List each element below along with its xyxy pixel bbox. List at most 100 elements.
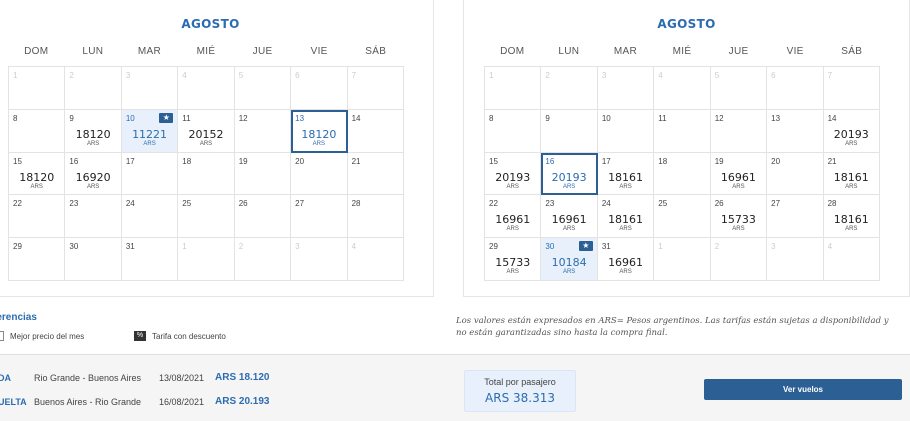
day-number: 8 xyxy=(13,113,18,123)
day-price: 20193 xyxy=(551,170,587,184)
calendar-day[interactable]: 29 xyxy=(9,238,66,281)
day-number: 21 xyxy=(827,156,837,166)
calendar-day[interactable]: 28 xyxy=(347,195,404,239)
leg-route: Rio Grande - Buenos Aires xyxy=(34,372,142,383)
calendar-day[interactable]: 15 18120 ARS xyxy=(9,152,66,196)
calendar-day[interactable]: 26 xyxy=(234,195,292,239)
day-number: 31 xyxy=(125,242,135,252)
calendar-day[interactable]: 14 xyxy=(347,109,404,153)
calendar-day-best-price[interactable]: 10 ★ 11221 ARS xyxy=(121,109,179,153)
calendar-day[interactable]: 21 18161 ARS xyxy=(823,152,880,196)
day-number: 13 xyxy=(295,113,305,123)
day-number: 15 xyxy=(489,156,498,166)
calendar-day[interactable]: 17 xyxy=(121,152,179,196)
calendar-day-best-price[interactable]: 30 ★ 10184 ARS xyxy=(541,238,598,281)
calendar-day[interactable]: 19 16961 ARS xyxy=(710,152,768,196)
day-number: 17 xyxy=(601,156,611,166)
day-currency: ARS xyxy=(312,140,326,147)
legend-best-price: Mejor precio del mes xyxy=(0,331,85,341)
calendar-day: 5 xyxy=(710,67,768,110)
legend-title: ferencias xyxy=(0,312,37,323)
weekday-label: LUN xyxy=(558,46,580,57)
legend-discount: % Tarifa con descuento xyxy=(134,331,226,341)
legend-best-label: Mejor precio del mes xyxy=(10,331,85,341)
calendar-day[interactable]: 11 20152 ARS xyxy=(178,109,235,153)
leg-amount: ARS 20.193 xyxy=(215,396,270,407)
day-number: 18 xyxy=(182,156,192,166)
leg-date: 13/08/2021 xyxy=(159,372,205,383)
calendar-day[interactable]: 8 xyxy=(485,109,542,153)
calendar-day[interactable]: 20 xyxy=(767,152,824,196)
calendar-day[interactable]: 27 xyxy=(291,195,348,239)
weekday-label: JUE xyxy=(252,46,273,57)
day-number: 12 xyxy=(714,113,724,123)
calendar-day: 3 xyxy=(291,238,348,281)
calendar-day[interactable]: 30 xyxy=(65,238,122,281)
calendar-day[interactable]: 18 xyxy=(654,152,711,196)
day-number: 2 xyxy=(714,242,720,252)
day-number: 1 xyxy=(658,242,663,252)
calendar-day[interactable]: 13 xyxy=(767,109,824,153)
day-number: 22 xyxy=(13,199,22,209)
calendar-day[interactable]: 31 xyxy=(121,238,179,281)
calendar-day: 7 xyxy=(347,67,404,110)
weekday-label: VIE xyxy=(310,46,328,57)
calendar-day[interactable]: 9 18120 ARS xyxy=(65,109,122,153)
day-number: 4 xyxy=(182,71,187,80)
calendar-day[interactable]: 11 xyxy=(654,109,711,153)
day-number: 3 xyxy=(601,71,607,80)
day-currency: ARS xyxy=(619,226,632,233)
day-currency: ARS xyxy=(845,226,858,233)
day-number: 25 xyxy=(182,199,192,209)
weekday-label: MAR xyxy=(137,46,161,57)
discount-tag-icon: % xyxy=(134,331,146,341)
calendar-day[interactable]: 9 xyxy=(541,109,598,153)
month-title: AGOSTO xyxy=(181,17,240,31)
day-number: 30 xyxy=(69,242,79,252)
calendar-day[interactable]: 21 xyxy=(347,152,404,196)
calendar-day[interactable]: 31 16961 ARS xyxy=(597,238,655,281)
calendar-day[interactable]: 14 20193 ARS xyxy=(823,109,880,153)
calendar-day[interactable]: 8 xyxy=(9,109,66,153)
day-number: 17 xyxy=(125,156,135,166)
calendar-day[interactable]: 12 xyxy=(234,109,292,153)
day-number: 28 xyxy=(351,199,361,209)
calendar-day[interactable]: 25 xyxy=(178,195,235,239)
calendar-day: 4 xyxy=(823,238,880,281)
calendar-day: 2 xyxy=(541,67,598,110)
calendar-day[interactable]: 18 xyxy=(178,152,235,196)
day-number: 30 xyxy=(545,242,555,252)
calendar-day[interactable]: 23 16961 ARS xyxy=(541,195,598,239)
day-number: 19 xyxy=(714,156,724,166)
calendar-day[interactable]: 17 18161 ARS xyxy=(597,152,655,196)
calendar-day[interactable]: 22 xyxy=(9,195,66,239)
calendar-day[interactable]: 26 15733 ARS xyxy=(710,195,768,239)
calendar-day[interactable]: 16 16920 ARS xyxy=(65,152,122,196)
day-number: 3 xyxy=(125,71,131,80)
calendar-day[interactable]: 24 18161 ARS xyxy=(597,195,655,239)
day-number: 5 xyxy=(238,71,244,80)
calendar-day[interactable]: 15 20193 ARS xyxy=(485,152,542,196)
calendar-day[interactable]: 25 xyxy=(654,195,711,239)
total-per-passenger: Total por pasajero ARS 38.313 xyxy=(464,370,576,412)
calendar-day-selected[interactable]: 13 18120 ARS xyxy=(291,109,348,153)
day-currency: ARS xyxy=(506,226,519,233)
calendar-day[interactable]: 10 xyxy=(597,109,655,153)
calendar-day[interactable]: 24 xyxy=(121,195,179,239)
calendar-day[interactable]: 20 xyxy=(291,152,348,196)
calendar-day: 4 xyxy=(347,238,404,281)
view-flights-button[interactable]: Ver vuelos xyxy=(704,379,902,400)
day-number: 12 xyxy=(238,113,248,123)
calendar-day[interactable]: 29 15733 ARS xyxy=(485,238,542,281)
weekday-label: JUE xyxy=(728,46,749,57)
calendar-day-selected[interactable]: 16 20193 ARS xyxy=(541,152,598,196)
month-title: AGOSTO xyxy=(657,17,716,31)
calendar-day[interactable]: 28 18161 ARS xyxy=(823,195,880,239)
calendar-day[interactable]: 27 xyxy=(767,195,824,239)
calendar-day[interactable]: 12 xyxy=(710,109,768,153)
calendar-day[interactable]: 19 xyxy=(234,152,292,196)
leg-date: 16/08/2021 xyxy=(159,396,205,407)
calendar-day[interactable]: 23 xyxy=(65,195,122,239)
calendar-day[interactable]: 22 16961 ARS xyxy=(485,195,542,239)
